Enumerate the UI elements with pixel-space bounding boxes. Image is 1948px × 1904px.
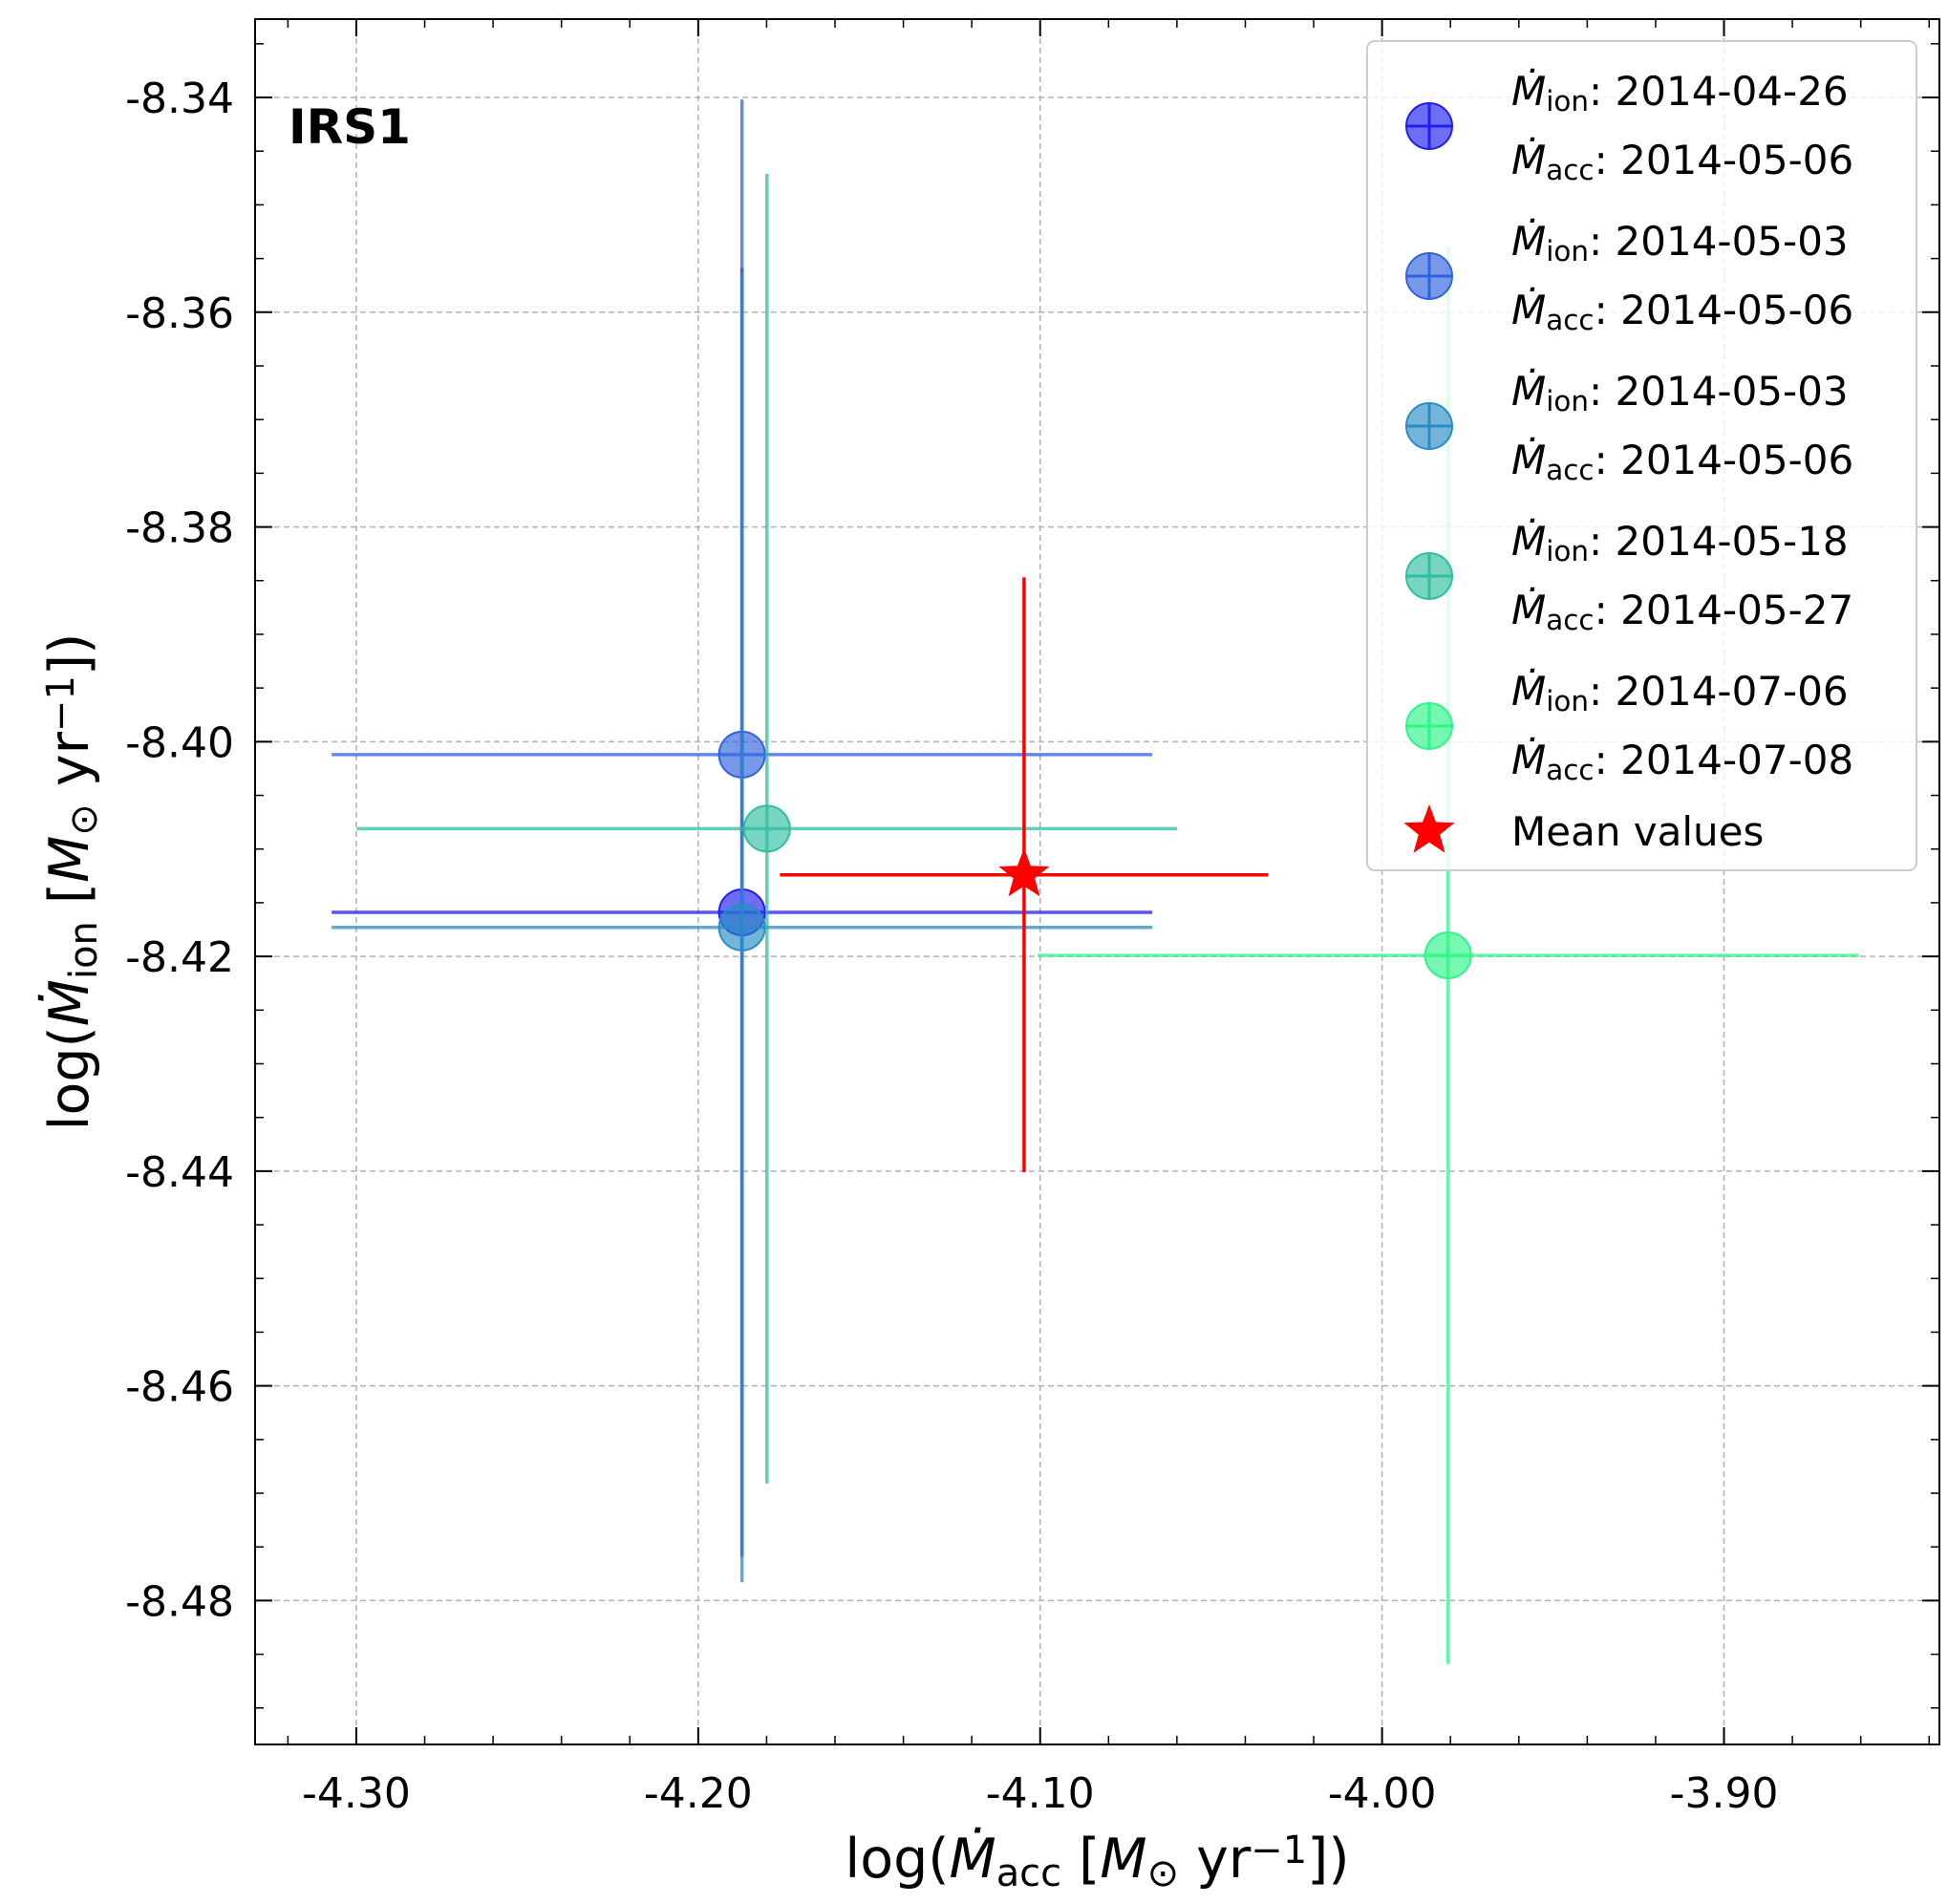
y-tick-label: -8.42 xyxy=(125,933,234,982)
legend-sep: : xyxy=(1595,287,1621,333)
legend-sub: acc xyxy=(1546,454,1594,486)
legend-symbol: Ṁ xyxy=(1511,217,1546,265)
legend-date: 2014-05-18 xyxy=(1616,518,1849,565)
y-tick-label: -8.48 xyxy=(125,1577,234,1626)
y-axis-label: log(Ṁion [M⊙ yr−1]) xyxy=(37,633,106,1131)
legend-label: Ṁion: 2014-05-03 xyxy=(1511,217,1849,267)
legend-date: 2014-05-03 xyxy=(1616,218,1849,265)
label-part: ⊙ xyxy=(1147,1851,1179,1895)
legend-sub: ion xyxy=(1546,535,1589,567)
label-part: −1 xyxy=(39,675,83,732)
marks xyxy=(332,99,1859,1664)
legend-label: Ṁion: 2014-04-26 xyxy=(1511,67,1849,118)
x-tick-label: -3.90 xyxy=(1670,1769,1779,1818)
circle-marker xyxy=(742,804,791,853)
circle-marker xyxy=(717,903,766,952)
label-part: Ṁ xyxy=(950,1827,996,1891)
legend-sub: acc xyxy=(1546,304,1594,336)
legend-label: Ṁacc: 2014-05-06 xyxy=(1511,286,1853,336)
legend-date: 2014-05-06 xyxy=(1620,137,1853,183)
legend-label: Ṁion: 2014-07-06 xyxy=(1511,667,1849,717)
star-marker xyxy=(1403,804,1455,853)
x-axis-label: log(Ṁacc [M⊙ yr−1]) xyxy=(845,1827,1349,1895)
x-tick-label: -4.30 xyxy=(302,1769,411,1818)
legend-sep: : xyxy=(1589,668,1616,715)
legend-sub: acc xyxy=(1546,754,1594,786)
legend-symbol: Ṁ xyxy=(1511,136,1546,183)
legend-symbol: Ṁ xyxy=(1511,586,1546,633)
x-tick-label: -4.00 xyxy=(1328,1769,1437,1818)
legend-sep: : xyxy=(1589,68,1616,115)
legend-date: 2014-07-06 xyxy=(1616,668,1849,715)
annotation: IRS1 xyxy=(289,99,411,155)
legend-symbol: Ṁ xyxy=(1511,736,1546,783)
legend-label: Ṁion: 2014-05-03 xyxy=(1511,367,1849,417)
label-part: ]) xyxy=(38,633,101,675)
legend-sep: : xyxy=(1595,437,1621,483)
axes: -4.30 -4.20 -4.10 -4.00 -3.90 -8.34 -8.36 -8.38… xyxy=(37,18,1940,1895)
legend-date: 2014-04-26 xyxy=(1616,68,1849,115)
label-part: log( xyxy=(38,1026,101,1130)
legend-sub: ion xyxy=(1546,85,1589,118)
y-tick-label: -8.38 xyxy=(125,504,234,553)
legend-sep: : xyxy=(1589,368,1616,415)
legend-sub: ion xyxy=(1546,685,1589,717)
legend-label: Ṁacc: 2014-07-08 xyxy=(1511,736,1853,786)
legend-date: 2014-07-08 xyxy=(1620,737,1853,783)
legend-symbol: Ṁ xyxy=(1511,367,1546,415)
legend-label: Ṁion: 2014-05-18 xyxy=(1511,517,1849,567)
legend-symbol: Ṁ xyxy=(1511,67,1546,115)
legend-box xyxy=(1366,40,1917,871)
legend-symbol: Ṁ xyxy=(1511,436,1546,483)
label-part: yr xyxy=(38,731,101,803)
legend-symbol: Ṁ xyxy=(1511,517,1546,565)
legend-date: 2014-05-27 xyxy=(1620,587,1853,633)
legend-symbol: Ṁ xyxy=(1511,667,1546,715)
star-marker xyxy=(998,847,1050,897)
y-tick-label: -8.40 xyxy=(125,718,234,767)
plot-frame xyxy=(254,18,1940,1745)
label-part: −1 xyxy=(1251,1829,1307,1872)
label-part: M xyxy=(1100,1828,1146,1891)
label-part: M xyxy=(38,836,101,883)
legend-sep: : xyxy=(1589,218,1616,265)
y-tick-label: -8.46 xyxy=(125,1363,234,1412)
y-tick-label: -8.44 xyxy=(125,1148,234,1197)
legend-label: Ṁacc: 2014-05-06 xyxy=(1511,136,1853,186)
legend-label: Ṁacc: 2014-05-06 xyxy=(1511,436,1853,486)
legend-label: Ṁacc: 2014-05-27 xyxy=(1511,586,1853,636)
legend-sep: : xyxy=(1595,587,1621,633)
legend-sub: acc xyxy=(1546,154,1594,186)
legend-date: 2014-05-06 xyxy=(1620,287,1853,333)
label-part: log( xyxy=(845,1828,949,1891)
x-tick-label: -4.10 xyxy=(986,1769,1095,1818)
circle-marker xyxy=(1424,931,1472,979)
legend-sub: ion xyxy=(1546,235,1589,267)
legend-sep: : xyxy=(1589,518,1616,565)
legend-label: Mean values xyxy=(1511,808,1764,855)
legend-symbol: Ṁ xyxy=(1511,286,1546,333)
legend-date: 2014-05-03 xyxy=(1616,368,1849,415)
label-part: [ xyxy=(38,883,101,921)
y-tick-label: -8.36 xyxy=(125,289,234,338)
label-part: ⊙ xyxy=(62,803,106,835)
legend-sub: ion xyxy=(1546,385,1589,417)
label-part: ]) xyxy=(1307,1828,1349,1891)
legend-date: 2014-05-06 xyxy=(1620,437,1853,483)
legend-sub: acc xyxy=(1546,604,1594,636)
label-part: yr xyxy=(1179,1828,1252,1891)
y-tick-label: -8.34 xyxy=(125,75,234,123)
legend-sep: : xyxy=(1595,137,1621,183)
label-part: ion xyxy=(62,921,106,979)
label-part: [ xyxy=(1061,1828,1100,1891)
x-tick-label: -4.20 xyxy=(644,1769,753,1818)
label-part: acc xyxy=(996,1851,1061,1895)
legend-sep: : xyxy=(1595,737,1621,783)
label-part: Ṁ xyxy=(37,979,101,1026)
